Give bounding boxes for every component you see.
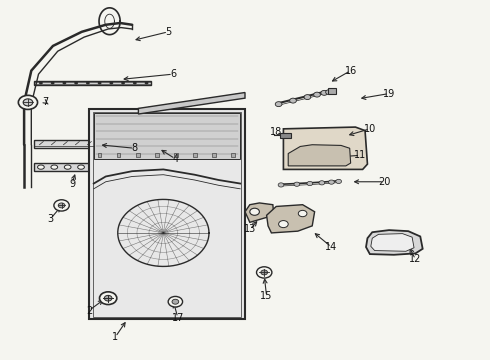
Text: 2: 2 (86, 306, 92, 315)
Circle shape (145, 82, 148, 84)
Bar (93, 112, 241, 316)
Bar (174, 153, 178, 157)
Circle shape (54, 200, 69, 211)
Text: 9: 9 (69, 179, 75, 189)
Circle shape (133, 82, 137, 84)
Polygon shape (283, 127, 368, 170)
Circle shape (294, 182, 300, 186)
Text: 6: 6 (170, 69, 176, 79)
Circle shape (257, 267, 272, 278)
Circle shape (275, 102, 282, 107)
Bar (136, 153, 140, 157)
Bar (89, 109, 245, 319)
Bar (34, 163, 139, 171)
Text: 19: 19 (383, 89, 395, 99)
Circle shape (51, 82, 54, 84)
Circle shape (321, 90, 328, 95)
Bar (155, 153, 159, 157)
Ellipse shape (104, 165, 111, 169)
Circle shape (261, 270, 268, 275)
Circle shape (121, 82, 125, 84)
Text: 13: 13 (244, 224, 256, 234)
Polygon shape (245, 203, 274, 222)
Circle shape (98, 82, 101, 84)
Circle shape (74, 82, 78, 84)
Circle shape (336, 179, 342, 184)
Bar (34, 140, 139, 148)
Circle shape (319, 181, 325, 185)
Text: 10: 10 (364, 124, 376, 134)
Circle shape (278, 183, 284, 187)
Bar (280, 133, 291, 138)
Circle shape (104, 295, 112, 301)
Circle shape (109, 82, 113, 84)
Text: 20: 20 (378, 177, 391, 187)
Polygon shape (267, 205, 315, 233)
Polygon shape (288, 145, 351, 166)
Circle shape (329, 180, 334, 184)
Text: 11: 11 (354, 150, 367, 160)
Circle shape (307, 181, 313, 186)
Bar (98, 153, 101, 157)
Circle shape (62, 82, 66, 84)
Ellipse shape (131, 165, 138, 169)
Text: 15: 15 (260, 292, 273, 301)
Text: 8: 8 (131, 143, 138, 153)
Circle shape (250, 208, 259, 215)
Bar (193, 153, 197, 157)
Circle shape (279, 221, 288, 228)
Polygon shape (138, 93, 245, 114)
Ellipse shape (51, 165, 58, 169)
Circle shape (99, 292, 117, 305)
Circle shape (168, 296, 183, 307)
Bar (117, 153, 121, 157)
Text: 3: 3 (48, 214, 53, 224)
Circle shape (23, 99, 33, 106)
Circle shape (172, 299, 179, 304)
Bar (328, 88, 336, 94)
Text: 17: 17 (172, 312, 184, 323)
Text: 1: 1 (112, 332, 119, 342)
Polygon shape (371, 234, 414, 251)
Text: 12: 12 (409, 255, 422, 264)
Circle shape (314, 92, 320, 97)
Text: 4: 4 (172, 154, 178, 164)
Text: 7: 7 (43, 98, 49, 107)
Text: 18: 18 (270, 127, 282, 138)
Text: 16: 16 (344, 66, 357, 76)
Bar (94, 113, 240, 159)
Ellipse shape (64, 165, 71, 169)
Circle shape (18, 95, 38, 109)
Ellipse shape (78, 165, 84, 169)
Text: 5: 5 (165, 27, 172, 37)
Ellipse shape (118, 165, 124, 169)
Ellipse shape (91, 165, 98, 169)
Circle shape (58, 203, 65, 208)
Bar (34, 81, 151, 85)
Circle shape (86, 82, 90, 84)
Circle shape (39, 82, 43, 84)
Bar (231, 153, 235, 157)
Text: 14: 14 (325, 242, 338, 252)
Ellipse shape (38, 165, 44, 169)
Polygon shape (366, 230, 423, 255)
Circle shape (298, 210, 307, 217)
Circle shape (304, 95, 311, 100)
Circle shape (290, 98, 296, 103)
Bar (212, 153, 216, 157)
Circle shape (326, 90, 332, 95)
